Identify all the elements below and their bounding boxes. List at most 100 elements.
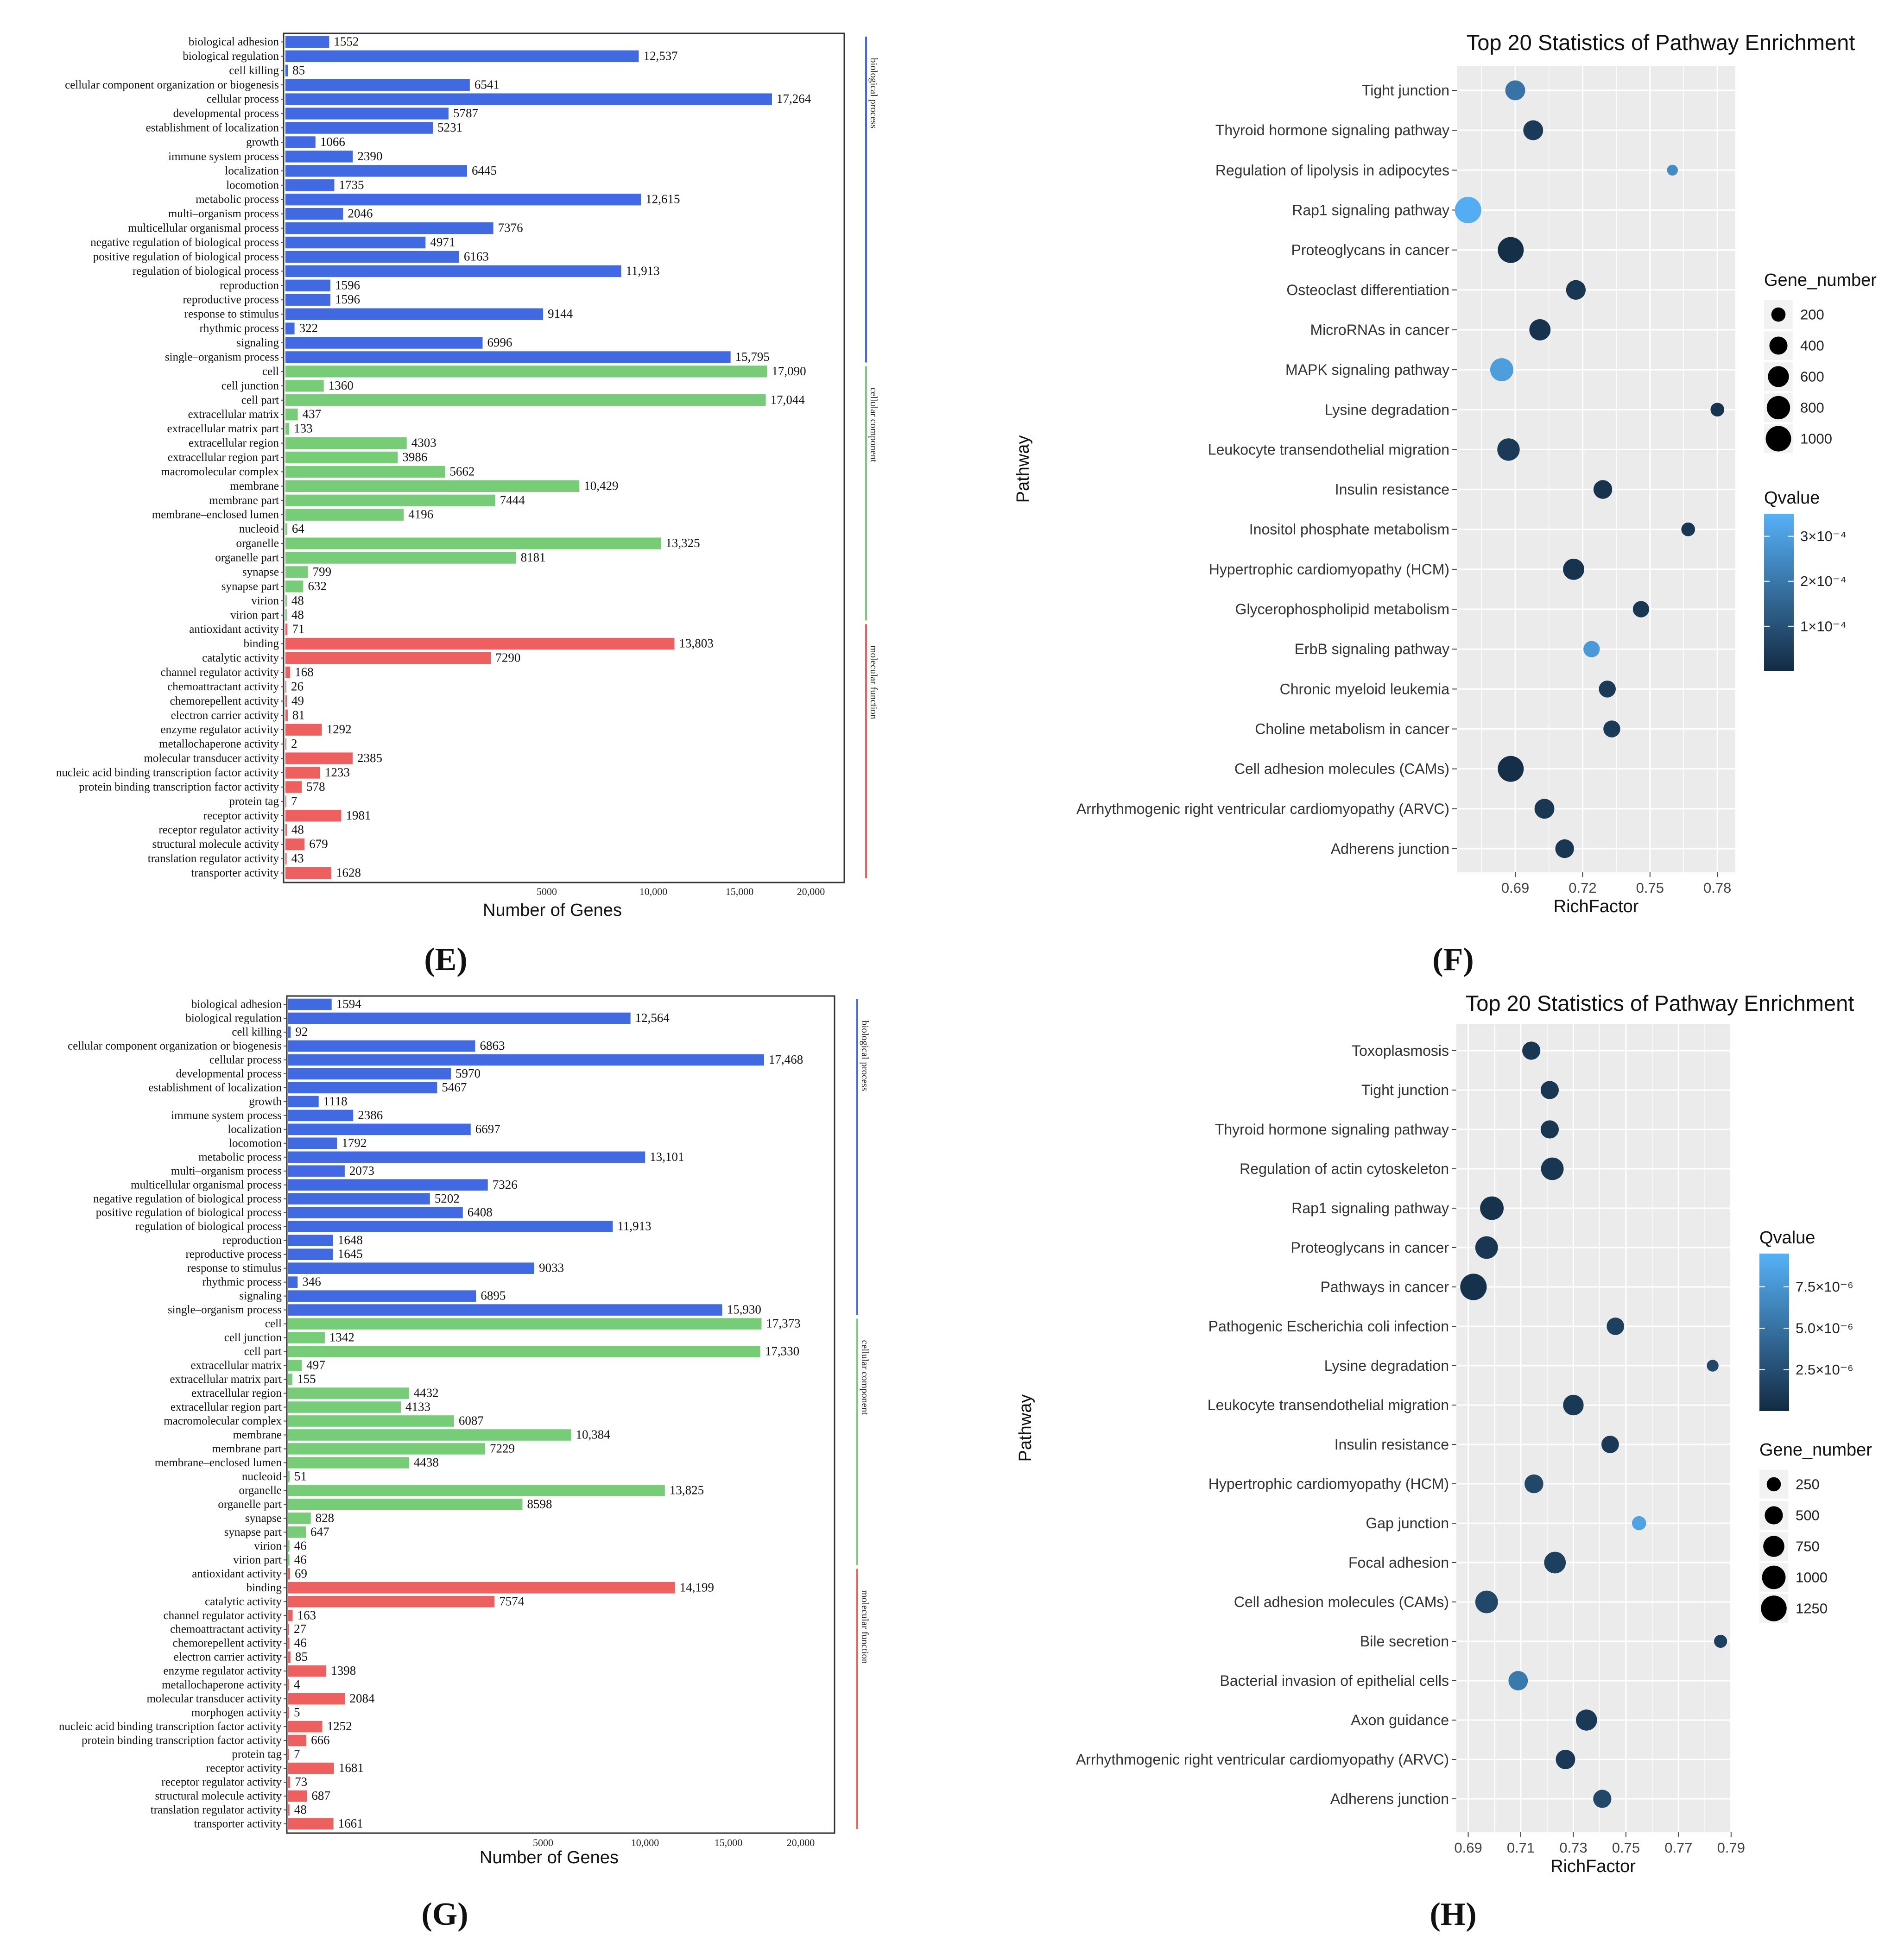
bar-virion <box>285 595 287 607</box>
category-label: membrane <box>230 480 279 492</box>
point-tight-junction <box>1540 1081 1559 1099</box>
value-label: 71 <box>292 622 304 636</box>
group-label-cellular-component: cellular component <box>868 387 879 462</box>
value-label: 4432 <box>414 1386 439 1400</box>
bar-extracellular-region-part <box>285 451 398 464</box>
bar-molecular-transducer-activity <box>288 1693 345 1705</box>
category-label: synapse <box>245 1512 282 1525</box>
point-hypertrophic-cardiomyopathy-hcm <box>1563 558 1584 580</box>
category-label: organelle part <box>218 1498 282 1511</box>
value-label: 133 <box>294 422 313 435</box>
pathway-label: MicroRNAs in cancer <box>1310 322 1449 338</box>
bar-receptor-regulator-activity <box>288 1776 291 1788</box>
bar-extracellular-region-part <box>288 1401 401 1413</box>
value-label: 4971 <box>430 235 455 249</box>
category-label: synapse <box>242 566 279 578</box>
bar-cell-junction <box>285 380 324 392</box>
bar-locomotion <box>285 179 335 191</box>
bar-reproductive-process <box>285 294 331 306</box>
bar-transporter-activity <box>288 1818 334 1830</box>
category-label: single–organism process <box>168 1304 282 1316</box>
value-label: 1118 <box>323 1094 348 1108</box>
panel-e-go-bar-chart: biological adhesion 1552 biological regula… <box>56 32 879 977</box>
bar-developmental-process <box>285 107 449 120</box>
value-label: 12,615 <box>645 192 680 206</box>
color-legend-title: Qvalue <box>1764 488 1820 508</box>
pathway-label: MAPK signaling pathway <box>1285 361 1449 378</box>
bar-receptor-regulator-activity <box>285 824 287 836</box>
point-leukocyte-transendothelial-migration <box>1563 1394 1584 1416</box>
bar-cellular-component-organization-or-biogenesis <box>288 1040 475 1052</box>
bar-membrane-enclosed-lumen <box>288 1457 409 1469</box>
bar-antioxidant-activity <box>285 624 288 636</box>
value-label: 46 <box>294 1538 307 1552</box>
category-label: chemoattractant activity <box>167 681 279 693</box>
color-legend-label: 2.5×10⁻⁶ <box>1796 1362 1853 1378</box>
size-legend-label: 400 <box>1800 338 1824 354</box>
bar-growth <box>288 1096 319 1108</box>
category-label: rhythmic process <box>202 1276 282 1288</box>
bar-establishment-of-localization <box>285 122 433 134</box>
point-proteoglycans-in-cancer <box>1475 1236 1498 1259</box>
bar-membrane <box>285 480 580 492</box>
bar-multi-organism-process <box>285 208 343 220</box>
value-label: 10,384 <box>576 1427 611 1441</box>
value-label: 1596 <box>335 292 360 306</box>
category-label: protein binding transcription factor act… <box>82 1734 282 1747</box>
category-label: extracellular region part <box>171 1401 282 1413</box>
bar-macromolecular-complex <box>288 1415 454 1427</box>
value-label: 48 <box>294 1803 307 1816</box>
point-cell-adhesion-molecules-cams <box>1475 1590 1498 1614</box>
value-label: 2046 <box>348 207 373 221</box>
bar-chemorepellent-activity <box>288 1637 290 1649</box>
category-label: positive regulation of biological proces… <box>93 251 279 263</box>
pathway-label: Osteoclast differentiation <box>1286 282 1449 298</box>
category-label: response to stimulus <box>184 308 279 321</box>
group-label-molecular-function: molecular function <box>860 1590 871 1664</box>
value-label: 17,330 <box>765 1344 799 1358</box>
point-arrhythmogenic-right-ventricular-cardiomyopathy-arvc <box>1556 1750 1575 1769</box>
category-label: channel regulator activity <box>164 1609 282 1622</box>
category-label: biological adhesion <box>191 998 282 1010</box>
bar-extracellular-region <box>285 437 407 449</box>
value-label: 4133 <box>405 1400 430 1414</box>
category-label: transporter activity <box>191 867 279 879</box>
value-label: 27 <box>294 1622 306 1636</box>
value-label: 168 <box>295 665 314 679</box>
value-label: 632 <box>308 579 327 593</box>
point-pathways-in-cancer <box>1460 1273 1487 1300</box>
value-label: 687 <box>311 1789 330 1803</box>
point-adherens-junction <box>1555 839 1574 858</box>
bar-membrane <box>288 1429 571 1441</box>
bar-morphogen-activity <box>288 1707 289 1719</box>
bar-enzyme-regulator-activity <box>288 1665 327 1677</box>
category-label: metallochaperone activity <box>159 738 279 750</box>
value-label: 1648 <box>338 1233 363 1247</box>
category-label: signaling <box>239 1290 282 1302</box>
category-label: reproductive process <box>183 294 279 306</box>
value-label: 2073 <box>349 1164 374 1178</box>
point-lysine-degradation <box>1707 1360 1719 1372</box>
category-label: protein tag <box>229 795 279 807</box>
category-label: signaling <box>236 337 279 349</box>
bar-macromolecular-complex <box>285 466 445 478</box>
point-choline-metabolism-in-cancer <box>1603 720 1620 738</box>
bar-multicellular-organismal-process <box>285 222 493 234</box>
value-label: 5662 <box>449 464 474 478</box>
value-label: 49 <box>291 693 304 707</box>
category-label: cell <box>265 1318 282 1330</box>
category-label: cell junction <box>224 1331 282 1344</box>
value-label: 5 <box>294 1705 300 1719</box>
bar-membrane-part <box>285 494 495 506</box>
x-tick-label: 0.73 <box>1559 1840 1587 1856</box>
pathway-label: Leukocyte transendothelial migration <box>1208 441 1449 458</box>
category-label: extracellular matrix <box>191 1359 282 1372</box>
point-cell-adhesion-molecules-cams <box>1498 756 1524 782</box>
size-legend-label: 800 <box>1800 400 1824 416</box>
bar-rhythmic-process <box>288 1276 298 1288</box>
bar-reproduction <box>285 279 331 291</box>
value-label: 2390 <box>357 149 382 163</box>
point-micrornas-in-cancer <box>1529 319 1551 340</box>
bar-extracellular-matrix <box>285 409 298 421</box>
value-label: 13,825 <box>670 1483 704 1497</box>
